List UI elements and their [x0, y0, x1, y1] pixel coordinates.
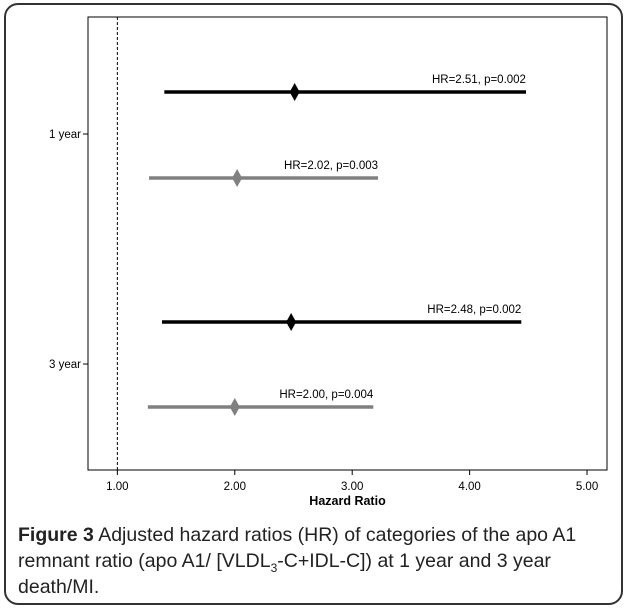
x-tick-label: 3.00	[341, 481, 363, 493]
caption-text-part1: Adjusted hazard ratios (HR) of categorie…	[18, 524, 577, 572]
x-tick-label: 4.00	[458, 481, 480, 493]
hr-marker	[289, 83, 300, 101]
caption-text: Adjusted hazard ratios (HR) of categorie…	[18, 524, 576, 598]
hr-label: HR=2.02, p=0.003	[284, 160, 378, 172]
plot-area	[87, 16, 608, 471]
hr-label: HR=2.00, p=0.004	[279, 389, 374, 401]
hr-label: HR=2.48, p=0.002	[427, 304, 521, 316]
caption-text-part2: -C+IDL-C]) at 1 year and 3 year death/MI…	[18, 550, 551, 598]
hr-marker	[286, 313, 297, 331]
hr-marker	[232, 169, 243, 187]
y-tick-label: 3 year	[49, 359, 81, 371]
figure-caption: Figure 3 Adjusted hazard ratios (HR) of …	[18, 522, 618, 600]
x-tick-label: 5.00	[576, 481, 598, 493]
figure-label: Figure 3	[18, 524, 94, 546]
figure-frame	[4, 3, 623, 605]
y-tick-label: 1 year	[49, 129, 81, 141]
hr-label: HR=2.51, p=0.002	[432, 74, 526, 86]
hr-marker	[229, 398, 240, 416]
x-tick-label: 2.00	[224, 481, 246, 493]
x-tick-label: 1.00	[106, 481, 128, 493]
x-axis-label: Hazard Ratio	[309, 494, 386, 508]
caption-subscript: 3	[270, 560, 278, 575]
